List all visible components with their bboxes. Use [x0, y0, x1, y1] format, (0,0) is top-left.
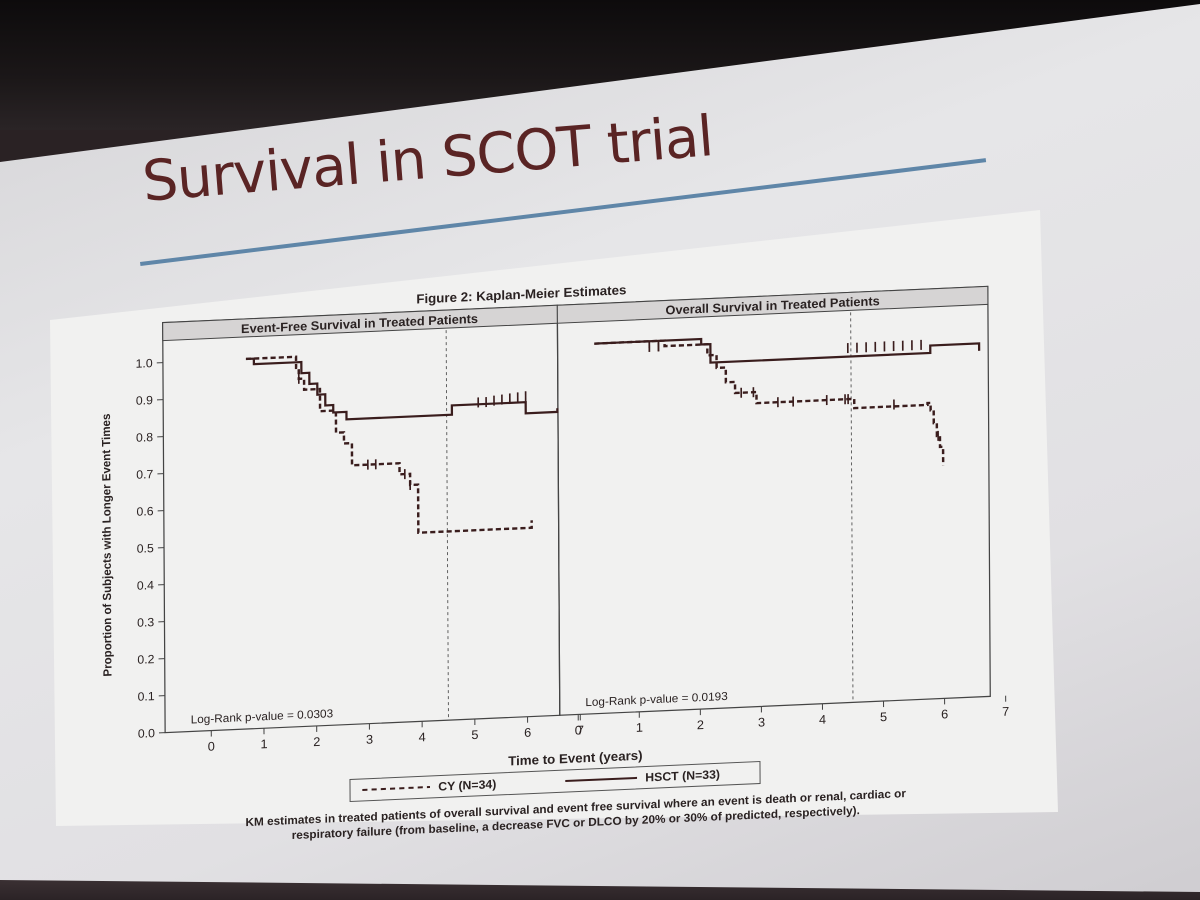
x-tick-label-left-7: 7 [577, 723, 584, 737]
x-tick-label-right-0: 0 [575, 723, 582, 737]
y-tick-label-0: 0.0 [138, 726, 155, 741]
legend-cy-swatch [362, 785, 430, 791]
reference-line-right [850, 312, 854, 703]
reference-line-left [445, 330, 449, 721]
panel-right-header [556, 285, 989, 324]
x-tick-label-right-1: 1 [636, 721, 643, 735]
legend-cy-label: CY (N=34) [438, 777, 496, 793]
x-tick-label-right-6: 6 [941, 707, 948, 721]
axes-layer: 0 1 2 3 4 5 6 7 0.0 0.1 0.2 0.3 0.4 0.5 0.6 0.7 0.8 0.9 1.… [136, 312, 1009, 754]
x-tick-label-right-3: 3 [758, 715, 765, 729]
x-tick-label-left-5: 5 [471, 728, 478, 742]
x-tick-label-left-6: 6 [524, 726, 531, 740]
y-tick-label-5: 0.5 [137, 541, 154, 556]
y-axis-label: Proportion of Subjects with Longer Event… [100, 413, 115, 676]
km-curve-right-cy [594, 339, 945, 466]
panel-right-logrank: Log-Rank p-value = 0.0193 [585, 690, 727, 709]
curves-layer [245, 337, 981, 534]
y-tick-label-1: 0.1 [138, 689, 155, 704]
y-tick-label-6: 0.6 [136, 504, 153, 519]
legend-hsct-label: HSCT (N=33) [645, 767, 720, 784]
figure-title: Figure 2: Kaplan-Meier Estimates [416, 282, 626, 306]
y-tick-label-8: 0.8 [136, 430, 153, 445]
x-axis-label: Time to Event (years) [508, 748, 642, 769]
y-tick-label-10: 1.0 [136, 356, 153, 371]
km-curve-left-hsct [245, 357, 559, 421]
panel-left-logrank: Log-Rank p-value = 0.0303 [191, 707, 333, 726]
y-tick-label-4: 0.4 [137, 578, 154, 593]
x-tick-label-left-0: 0 [208, 740, 215, 754]
panel-right-frame [556, 285, 991, 716]
y-tick-label-2: 0.2 [137, 652, 154, 667]
x-tick-label-left-2: 2 [313, 735, 320, 749]
x-tick-label-right-7: 7 [1002, 705, 1009, 719]
y-tick-label-7: 0.7 [136, 467, 153, 482]
x-tick-label-left-1: 1 [260, 737, 267, 751]
y-tick-label-3: 0.3 [137, 615, 154, 630]
km-curve-right-hsct [594, 337, 981, 364]
x-tick-label-left-3: 3 [366, 733, 373, 747]
legend-box [349, 760, 761, 803]
figure-group: Figure 2: Kaplan-Meier Estimates Event-F… [100, 282, 1010, 842]
km-curve-left-cy [245, 355, 533, 534]
x-tick-label-left-4: 4 [419, 730, 426, 744]
y-tick-label-9: 0.9 [136, 393, 153, 408]
x-tick-label-right-2: 2 [697, 718, 704, 732]
x-tick-label-right-5: 5 [880, 710, 887, 724]
x-tick-label-right-4: 4 [819, 713, 826, 727]
legend-hsct-swatch [565, 776, 638, 783]
panel-left-frame [162, 304, 561, 734]
